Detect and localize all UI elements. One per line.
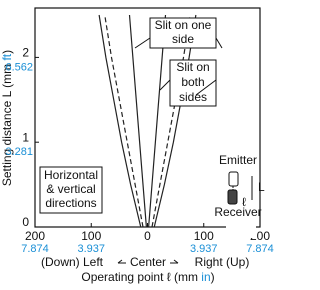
annotation-box [169,59,217,107]
y-axis-label: Setting distance L (mm ft) [0,50,14,186]
chart: (Down) Left Center Right (Up) Operating … [0,7,274,284]
annotation: Emitter [219,153,257,167]
x-direction-label: Center [130,255,166,269]
series-line [128,14,147,228]
callout [159,79,171,91]
y-tick-label-ft: 3.281 [5,146,33,158]
series-line [98,14,142,228]
x-tick-label: 100 [81,229,101,243]
arrow [117,259,123,264]
annotation: both [181,75,204,89]
receiver-icon [227,189,238,205]
annotation: Slit on [176,60,209,74]
x-tick-label: 0 [144,229,151,243]
annotation: & vertical [46,182,95,196]
series-line [104,14,144,228]
x-direction-label: Right (Up) [195,255,250,269]
callout [215,37,223,49]
annotation: L [258,180,265,194]
label-part: Operating point ℓ (mm [81,270,201,284]
x-tick-label-in: 7.874 [21,243,49,255]
x-tick-label: 200 [25,229,45,243]
annotation: Slit on one [155,18,212,32]
x-tick-label: 100 [194,229,214,243]
annotation-box [39,166,103,214]
y-tick-label: 1 [22,130,29,144]
arrow [173,259,179,264]
x-tick-label-in: 3.937 [77,243,105,255]
annotation: ℓ [242,195,246,209]
y-tick-label: 2 [22,46,29,60]
label-part: in [201,270,210,284]
y-tick-label-ft: 6.562 [5,61,33,73]
annotation: Horizontal [44,168,98,182]
annotation: Receiver [214,205,261,219]
emitter-icon [228,171,239,187]
callout [195,79,217,96]
callout [134,37,151,49]
annotation: directions [45,196,96,210]
series-line [151,14,191,228]
x-axis-label: Operating point ℓ (mm in) [81,270,214,284]
label-part: ft [0,53,14,60]
label-part: ) [0,50,14,54]
label-part: Setting distance L (mm [0,61,14,187]
annotation: sides [179,90,207,104]
x-direction-label: (Down) Left [41,255,104,269]
label-part: ) [211,270,215,284]
series-line [153,14,197,228]
y-tick-label: 0 [22,215,29,229]
series-line [148,14,167,228]
annotation-box [149,17,217,49]
annotation: side [172,32,194,46]
x-tick-label-in: 3.937 [190,243,218,255]
x-tick-label-in: 7.874 [246,243,274,255]
